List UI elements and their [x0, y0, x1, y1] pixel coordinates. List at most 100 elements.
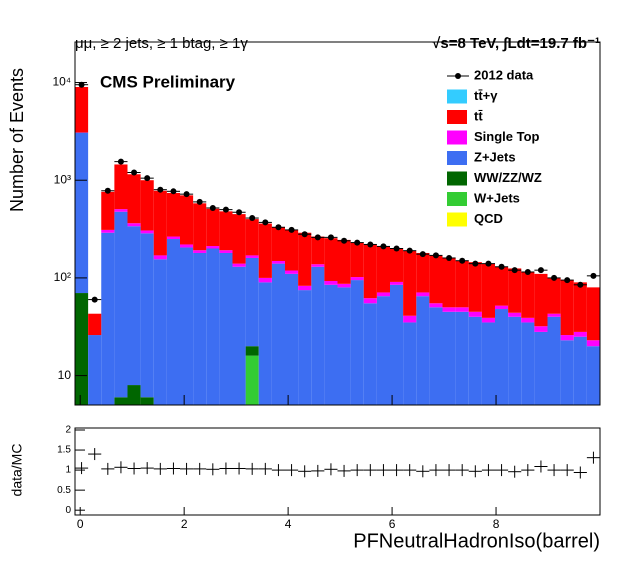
legend-label: W+Jets [474, 190, 520, 205]
data-point [551, 274, 558, 281]
stack-bar [416, 252, 430, 293]
stack-bar [219, 211, 233, 251]
stack-bar [324, 238, 338, 281]
stack-bar [403, 315, 417, 323]
stack-bar [521, 271, 535, 318]
data-point [327, 234, 334, 241]
stack-bar [455, 307, 469, 312]
stack-bar [127, 223, 141, 227]
stack-bar [337, 283, 351, 288]
data-point [393, 245, 400, 252]
stack-bar [311, 236, 325, 265]
stack-bar [455, 260, 469, 308]
chart-title: μμ, ≥ 2 jets, ≥ 1 btag, ≥ 1γ [75, 35, 248, 52]
stack-bar [324, 284, 338, 405]
data-point [288, 226, 295, 233]
data-point [170, 188, 177, 195]
data-point [144, 175, 151, 182]
stack-bar [586, 346, 600, 405]
stack-bar [468, 262, 482, 312]
stack-bar [376, 246, 390, 293]
stack-bar [127, 385, 141, 405]
stack-bar [153, 255, 167, 260]
stack-bar [573, 282, 587, 332]
stack-bar [350, 242, 364, 278]
stack-bar [547, 313, 561, 317]
data-point [314, 234, 321, 241]
data-point [341, 237, 348, 244]
data-point [262, 219, 269, 226]
stack-bar [495, 305, 509, 310]
data-point [354, 239, 361, 246]
stack-bar [324, 280, 338, 285]
data-point [577, 281, 584, 288]
stack-bar [442, 311, 456, 405]
stack-bar [153, 259, 167, 405]
data-point [406, 247, 413, 254]
y-tick-label: 10³ [54, 172, 71, 186]
stack-bar [219, 250, 233, 253]
stack-bar [337, 239, 351, 284]
stack-bar [495, 266, 509, 306]
stack-bar [468, 311, 482, 317]
stack-bar [586, 287, 600, 341]
data-point [446, 254, 453, 261]
legend-swatch [447, 130, 467, 145]
stack-bar [193, 203, 207, 251]
data-point [301, 231, 308, 238]
stack-bar [166, 239, 180, 405]
legend: 2012 data tt̄+γ tt̄ Single Top Z+Jets WW/ZZ/W… [447, 67, 542, 227]
y-tick-label: 10² [54, 270, 71, 284]
stack-bar [180, 247, 194, 405]
stack-bar [390, 281, 404, 285]
stack-bar [560, 340, 574, 405]
stack-bar [298, 290, 312, 405]
energy-label: √s=8 TeV, ∫Ldt=19.7 fb⁻¹ [432, 35, 600, 52]
stack-bar [271, 227, 285, 261]
stack-bar [75, 293, 89, 405]
legend-swatch [447, 151, 467, 165]
data-point [380, 243, 387, 250]
stack-bar [245, 346, 259, 356]
stack-bar [75, 132, 89, 294]
legend-label: 2012 data [474, 67, 534, 82]
data-point [275, 224, 282, 231]
y-axis-label: Number of Events [7, 68, 27, 212]
stack-bar [140, 233, 154, 398]
stack-bar [232, 266, 246, 405]
legend-swatch [447, 110, 467, 124]
stack-bar [508, 268, 522, 313]
data-point [432, 252, 439, 259]
stack-bar [495, 309, 509, 405]
x-tick-label: 8 [493, 517, 500, 531]
stack-bar [311, 266, 325, 405]
stack-bar [271, 263, 285, 405]
data-point [157, 186, 164, 193]
stack-bar [508, 316, 522, 405]
stack-bar [140, 397, 154, 405]
stack-bar [455, 311, 469, 405]
stack-bar [429, 303, 443, 308]
annotation: CMS Preliminary [100, 72, 236, 91]
data-point [78, 81, 85, 88]
ratio-y-tick-label: 1.5 [57, 445, 71, 456]
data-point [196, 198, 203, 205]
stack-bar [468, 316, 482, 405]
data-point [498, 263, 505, 270]
data-point [249, 215, 256, 222]
data-point [472, 260, 479, 267]
stack-bar [166, 236, 180, 240]
stack-bar [271, 260, 285, 264]
stack-bar [560, 335, 574, 341]
data-point [590, 272, 597, 279]
stack-bar [390, 248, 404, 282]
stack-bar [508, 312, 522, 317]
legend-swatch [447, 192, 467, 206]
stack-bar [101, 229, 115, 233]
data-point [537, 267, 544, 274]
stack-bar [521, 317, 535, 323]
stack-bar [114, 164, 128, 210]
x-tick-label: 0 [77, 517, 84, 531]
legend-marker [455, 73, 461, 79]
stack-bar [258, 277, 272, 283]
